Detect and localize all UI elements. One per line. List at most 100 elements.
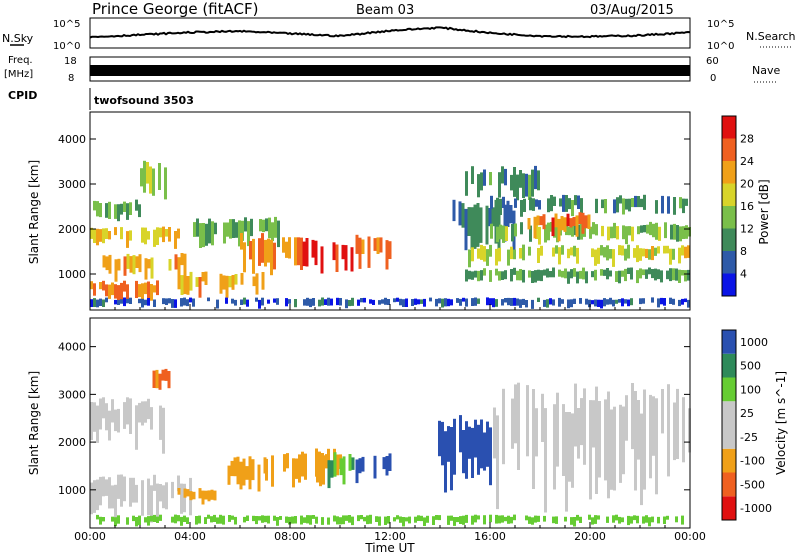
power-cell [566, 213, 570, 227]
power-cell [506, 200, 510, 227]
velocity-cell [123, 476, 126, 502]
velocity-cell [423, 517, 426, 526]
power-cell [177, 228, 180, 239]
velocity-cell [531, 517, 534, 525]
power-cell [420, 299, 423, 304]
velocity-cell [336, 516, 339, 525]
power-cell [238, 220, 241, 247]
power-cell [255, 273, 259, 295]
power-cell [108, 284, 111, 299]
power-cell [174, 299, 177, 308]
power-cell [597, 299, 600, 307]
power-cell [575, 215, 579, 237]
power-cell [655, 200, 658, 214]
velocity-cell [183, 488, 187, 498]
power-cell [147, 231, 150, 240]
nsearch-tick-bottom: 10^0 [707, 41, 734, 52]
power-cell [318, 299, 321, 307]
velocity-cell [213, 514, 216, 522]
velocity-cell [216, 517, 219, 524]
power-cell [483, 169, 486, 186]
velocity-ytick-label: 4000 [58, 341, 86, 354]
power-cell [538, 226, 541, 245]
power-cell [645, 269, 648, 279]
power-cell [177, 257, 181, 277]
power-cell [546, 268, 549, 278]
power-cell [606, 245, 609, 261]
power-cell [609, 249, 612, 259]
power-cell [234, 274, 238, 285]
velocity-cell [483, 432, 486, 471]
velocity-cell [420, 515, 423, 522]
power-cell [550, 195, 553, 212]
power-heatmap-cells [90, 160, 691, 309]
power-cell [135, 256, 139, 268]
power-cell [465, 298, 468, 307]
power-cell [129, 230, 132, 241]
velocity-cell [384, 516, 387, 525]
power-cell [522, 298, 525, 305]
velocity-heatmap-cells [90, 368, 691, 527]
power-cell [288, 299, 291, 304]
power-cell [470, 207, 474, 249]
power-cell [543, 269, 546, 276]
velocity-cell [105, 403, 108, 431]
power-cell [618, 270, 621, 284]
power-cell [105, 203, 108, 218]
power-cell [144, 258, 148, 280]
velocity-cell [594, 515, 597, 524]
velocity-cell [517, 382, 520, 470]
power-cell [597, 247, 600, 264]
power-cell [621, 270, 624, 277]
power-cell [576, 247, 579, 264]
velocity-cell [612, 515, 615, 523]
velocity-cell [444, 431, 447, 493]
power-cell [564, 268, 567, 279]
power-cell [549, 271, 552, 278]
power-cell [105, 284, 108, 297]
power-ylabel: Slant Range [km] [27, 160, 41, 264]
power-cell [591, 300, 594, 305]
power-cell [99, 282, 102, 290]
velocity-cell [327, 460, 331, 489]
velocity-cell [604, 399, 607, 481]
power-cell [480, 270, 483, 281]
nsky-panel: N.Sky 10^5 10^0 10^5 10^0 N.Search [2, 17, 796, 52]
power-cell [637, 196, 640, 208]
power-cell [456, 298, 459, 303]
power-cell [462, 297, 465, 302]
power-cell [636, 245, 639, 263]
power-cell [486, 297, 489, 306]
velocity-cell [126, 517, 129, 525]
power-cell [557, 218, 561, 242]
power-cell [516, 298, 519, 306]
velocity-cell [483, 515, 486, 525]
velocity-colorbar-segment [722, 425, 736, 449]
velocity-cell [348, 515, 351, 523]
velocity-cell [402, 517, 405, 527]
power-cell [555, 245, 558, 254]
velocity-cell [90, 482, 93, 515]
power-cell [687, 299, 690, 308]
power-cell [567, 299, 570, 309]
velocity-cell [315, 448, 318, 477]
power-cell [244, 217, 247, 232]
power-cell [150, 284, 153, 301]
power-cell [678, 299, 681, 307]
power-cell [198, 277, 202, 298]
power-colorbar-segment [722, 206, 736, 229]
velocity-cell [210, 489, 214, 500]
velocity-cell [301, 451, 304, 477]
power-cell [672, 298, 675, 305]
power-cell [574, 195, 577, 206]
velocity-cell [315, 516, 318, 524]
velocity-cell [162, 407, 165, 454]
power-cell [465, 269, 468, 282]
power-cell [320, 246, 324, 274]
power-cell [498, 172, 501, 198]
power-cell [646, 224, 649, 234]
power-cell [108, 254, 112, 274]
power-cell [601, 225, 604, 237]
power-cell [267, 299, 270, 304]
